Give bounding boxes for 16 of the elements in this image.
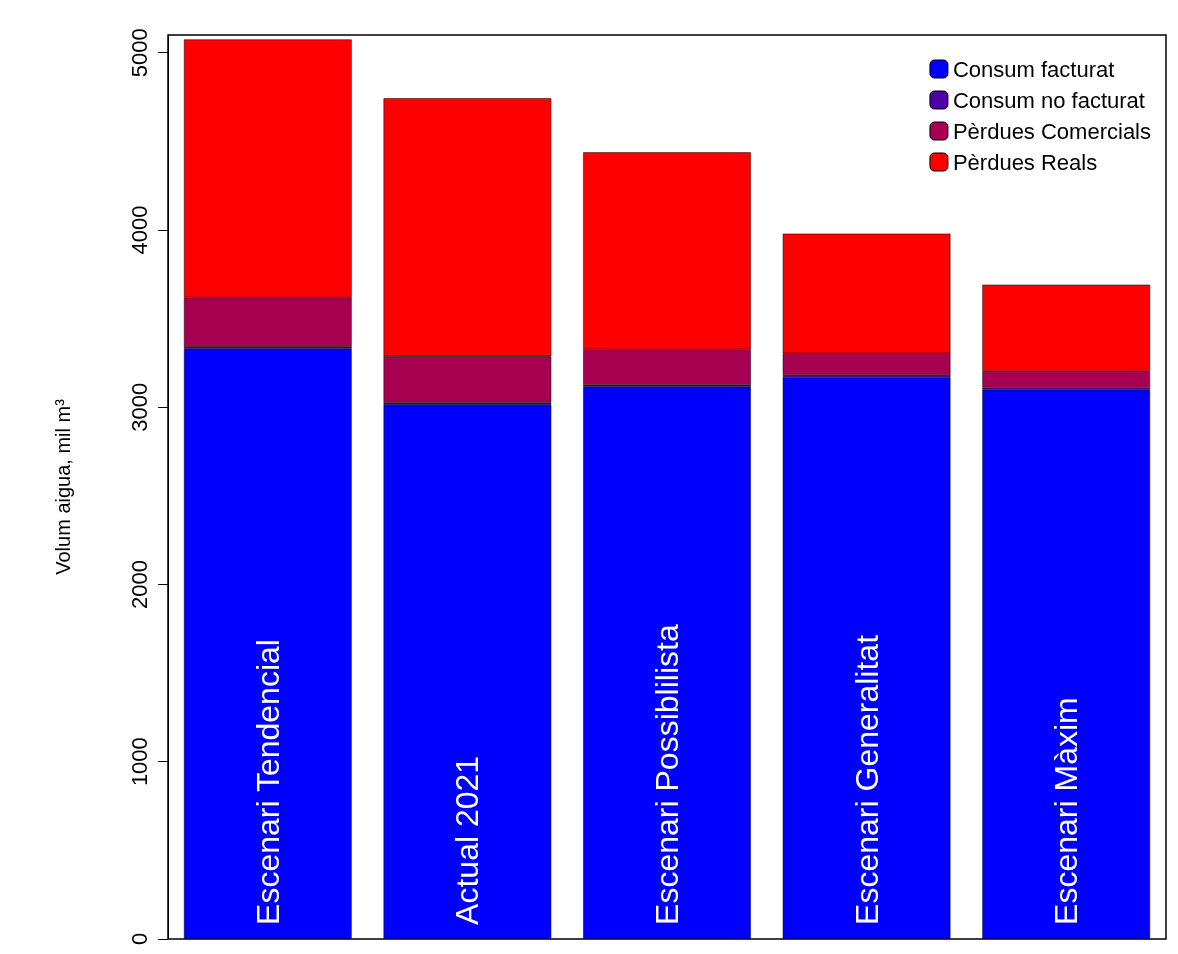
y-tick-label: 3000 — [126, 382, 152, 432]
x-tick-label: Actual 2021 — [449, 755, 486, 925]
y-tick-label: 0 — [126, 932, 152, 946]
legend-label: Pèrdues Reals — [952, 149, 1098, 175]
x-tick-label: Escenari Generalitat — [848, 634, 885, 925]
y-tick-label: 1000 — [126, 737, 152, 787]
x-tick-label: Escenari Màxim — [1048, 697, 1085, 925]
y-tick-label: 5000 — [126, 28, 152, 78]
x-tick-label: Escenari Tendencial — [249, 639, 286, 925]
legend-label: Pèrdues Comercials — [952, 118, 1151, 144]
x-tick-label: Escenari Possiblilista — [649, 624, 685, 925]
legend-label: Consum no facturat — [952, 87, 1145, 113]
legend-label: Consum facturat — [952, 56, 1115, 82]
y-axis-title: Volum aigua, mil m³ — [52, 398, 74, 575]
y-tick-label: 4000 — [126, 205, 152, 255]
y-tick-label: 2000 — [126, 559, 152, 609]
